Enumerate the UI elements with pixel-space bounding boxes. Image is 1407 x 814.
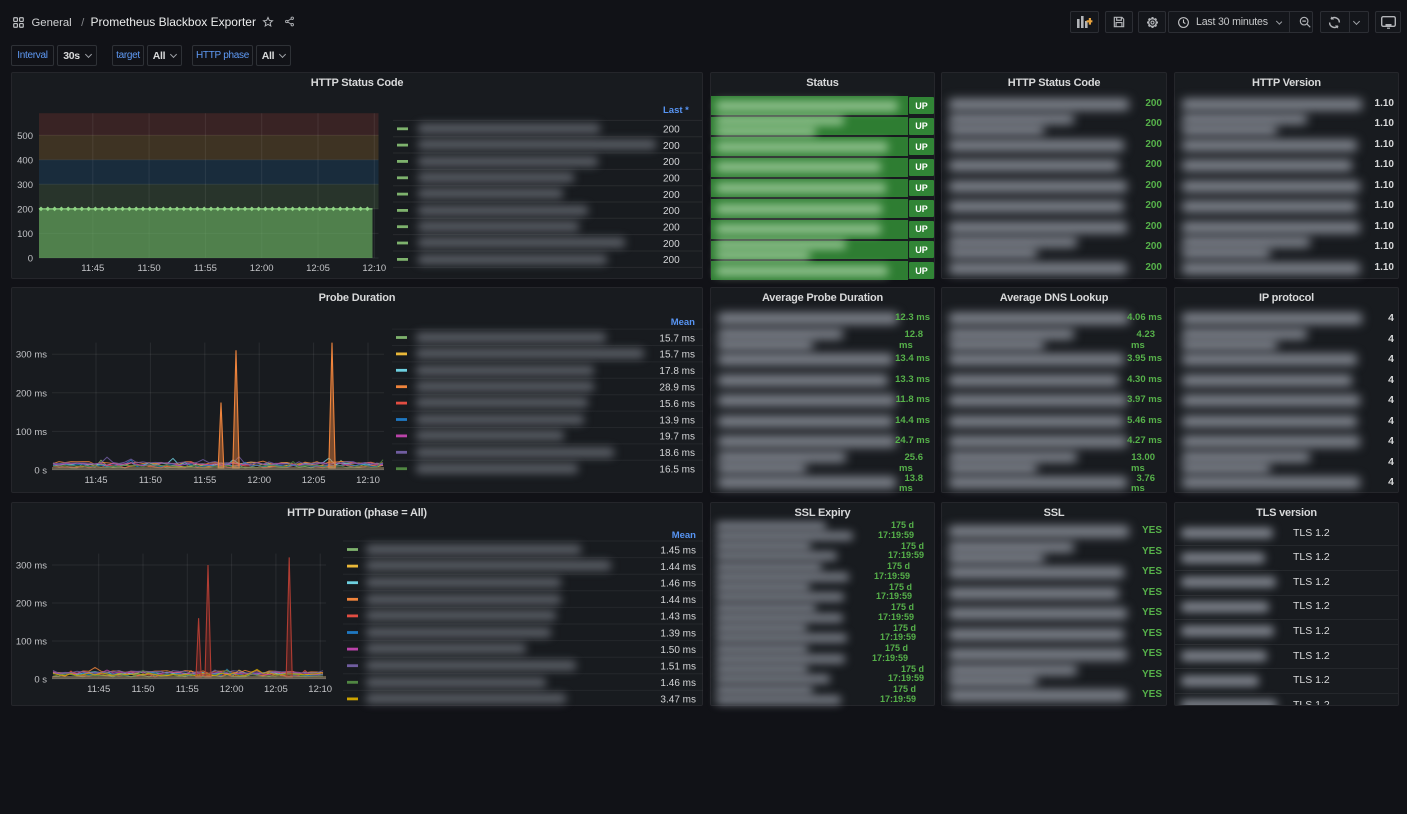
- svg-text:1.39 ms: 1.39 ms: [660, 628, 696, 639]
- svg-text:16.5 ms: 16.5 ms: [659, 465, 695, 476]
- svg-text:3.47 ms: 3.47 ms: [660, 695, 696, 706]
- svg-text:28.9 ms: 28.9 ms: [659, 383, 695, 394]
- svg-text:11:45: 11:45: [84, 475, 107, 486]
- svg-text:1.45 ms: 1.45 ms: [660, 545, 696, 556]
- svg-text:1.44 ms: 1.44 ms: [660, 595, 696, 606]
- svg-text:17.8 ms: 17.8 ms: [659, 366, 695, 377]
- svg-text:200 ms: 200 ms: [16, 599, 47, 610]
- svg-text:11:55: 11:55: [176, 684, 199, 695]
- svg-text:12:00: 12:00: [220, 684, 244, 695]
- svg-text:500: 500: [17, 131, 33, 142]
- svg-text:200: 200: [17, 204, 33, 215]
- svg-text:200: 200: [663, 141, 680, 152]
- svg-text:12:10: 12:10: [362, 263, 386, 274]
- svg-text:200: 200: [663, 239, 680, 250]
- svg-text:1.50 ms: 1.50 ms: [660, 645, 696, 656]
- svg-text:1.44 ms: 1.44 ms: [660, 562, 696, 573]
- svg-text:Last *: Last *: [663, 105, 689, 116]
- svg-text:100 ms: 100 ms: [16, 427, 47, 438]
- svg-text:0: 0: [28, 254, 33, 265]
- svg-text:400: 400: [17, 155, 33, 166]
- svg-text:11:50: 11:50: [138, 263, 161, 274]
- svg-text:300: 300: [17, 180, 33, 191]
- svg-text:12:10: 12:10: [356, 475, 380, 486]
- svg-text:200: 200: [663, 174, 680, 185]
- svg-text:Mean: Mean: [672, 530, 696, 541]
- svg-text:11:55: 11:55: [193, 475, 216, 486]
- svg-text:200: 200: [663, 157, 680, 168]
- svg-text:11:45: 11:45: [81, 263, 104, 274]
- svg-text:100 ms: 100 ms: [16, 637, 47, 648]
- svg-text:0 s: 0 s: [34, 675, 47, 686]
- svg-text:11:50: 11:50: [131, 684, 154, 695]
- svg-text:12:05: 12:05: [264, 684, 288, 695]
- svg-text:11:50: 11:50: [139, 475, 162, 486]
- svg-text:12:05: 12:05: [306, 263, 330, 274]
- svg-text:200 ms: 200 ms: [16, 388, 47, 399]
- svg-text:200: 200: [663, 223, 680, 234]
- svg-text:200: 200: [663, 125, 680, 136]
- svg-text:11:45: 11:45: [87, 684, 110, 695]
- svg-text:1.46 ms: 1.46 ms: [660, 579, 696, 590]
- svg-text:19.7 ms: 19.7 ms: [659, 432, 695, 443]
- svg-text:200: 200: [663, 190, 680, 201]
- svg-text:300 ms: 300 ms: [16, 350, 47, 361]
- svg-text:1.46 ms: 1.46 ms: [660, 678, 696, 689]
- svg-text:12:00: 12:00: [250, 263, 274, 274]
- svg-text:15.6 ms: 15.6 ms: [659, 399, 695, 410]
- svg-text:300 ms: 300 ms: [16, 561, 47, 572]
- svg-text:12:10: 12:10: [308, 684, 332, 695]
- svg-text:1.51 ms: 1.51 ms: [660, 662, 696, 673]
- svg-text:18.6 ms: 18.6 ms: [659, 448, 695, 459]
- svg-text:0 s: 0 s: [34, 466, 47, 477]
- svg-text:15.7 ms: 15.7 ms: [659, 350, 695, 361]
- svg-text:11:55: 11:55: [194, 263, 217, 274]
- svg-text:13.9 ms: 13.9 ms: [659, 415, 695, 426]
- svg-text:12:00: 12:00: [247, 475, 271, 486]
- svg-text:200: 200: [663, 206, 680, 217]
- svg-text:12:05: 12:05: [302, 475, 326, 486]
- svg-text:Mean: Mean: [671, 317, 695, 328]
- svg-text:200: 200: [663, 255, 680, 266]
- svg-text:1.43 ms: 1.43 ms: [660, 612, 696, 623]
- svg-text:100: 100: [17, 229, 33, 240]
- svg-text:15.7 ms: 15.7 ms: [659, 333, 695, 344]
